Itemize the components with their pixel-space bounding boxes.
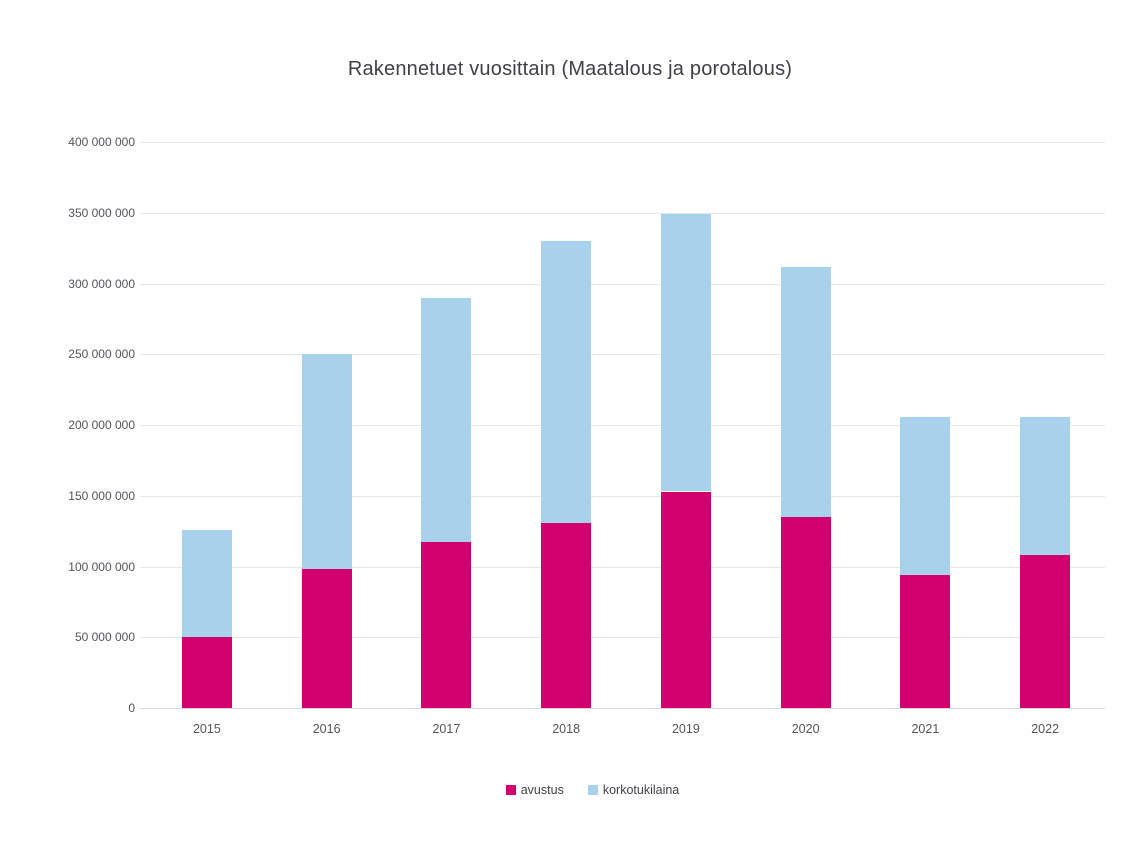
y-axis-tick-label: 100 000 000 <box>68 559 135 574</box>
y-axis-tick-label: 200 000 000 <box>68 418 135 432</box>
bar-segment-avustus-2018 <box>541 522 592 708</box>
gridline <box>140 566 1105 568</box>
bar-segment-avustus-2017 <box>421 542 472 708</box>
chart-title: Rakennetuet vuosittain (Maatalous ja por… <box>347 58 793 80</box>
bar-segment-avustus-2015 <box>181 637 232 708</box>
plot-area <box>140 142 1105 709</box>
y-axis-tick-label: 300 000 000 <box>68 276 135 291</box>
gridline <box>140 495 1105 497</box>
bar-segment-avustus-2019 <box>660 491 711 708</box>
y-axis-tick-label: 250 000 000 <box>68 347 135 362</box>
legend: avustus korkotukilaina <box>45 783 1140 797</box>
x-axis-tick-label: 2019 <box>671 722 700 736</box>
bar-segment-korkotukilaina-2019 <box>660 214 711 492</box>
bar-segment-korkotukilaina-2021 <box>900 416 951 575</box>
x-axis-tick-label: 2016 <box>312 722 341 736</box>
y-axis-tick-label: 150 000 000 <box>68 488 135 503</box>
bar-segment-avustus-2022 <box>1020 555 1071 708</box>
legend-label: korkotukilaina <box>602 783 680 797</box>
bar-segment-korkotukilaina-2017 <box>421 297 472 543</box>
legend-label: avustus <box>520 783 564 797</box>
y-axis-tick-label: 0 <box>128 701 135 715</box>
legend-item-avustus: avustus <box>505 783 564 797</box>
legend-swatch-icon <box>587 785 598 795</box>
bar-segment-korkotukilaina-2015 <box>181 529 232 638</box>
legend-swatch-icon <box>505 785 516 795</box>
x-axis-tick-label: 2022 <box>1031 722 1060 736</box>
x-axis-tick-label: 2018 <box>552 722 581 736</box>
x-axis-tick-label: 2021 <box>911 722 940 736</box>
y-axis-tick-label: 400 000 000 <box>68 135 135 149</box>
bar-segment-korkotukilaina-2022 <box>1020 416 1071 556</box>
x-axis-tick-label: 2020 <box>791 722 820 736</box>
bar-segment-korkotukilaina-2020 <box>780 266 831 517</box>
gridline <box>140 283 1105 285</box>
x-axis-line <box>140 708 1105 709</box>
bar-segment-korkotukilaina-2016 <box>301 354 352 570</box>
x-axis-tick-label: 2015 <box>192 722 221 736</box>
x-axis-tick-label: 2017 <box>432 722 461 736</box>
gridline <box>140 354 1105 356</box>
y-axis-tick-label: 350 000 000 <box>68 205 135 220</box>
legend-item-korkotukilaina: korkotukilaina <box>587 783 680 797</box>
y-axis-tick-label: 50 000 000 <box>74 630 135 645</box>
gridline <box>140 637 1105 639</box>
gridline <box>140 212 1105 214</box>
bar-segment-avustus-2021 <box>900 574 951 708</box>
bar-segment-avustus-2020 <box>780 516 831 708</box>
gridline <box>140 142 1105 143</box>
bar-segment-avustus-2016 <box>301 569 352 708</box>
bar-segment-korkotukilaina-2018 <box>541 241 592 523</box>
gridline <box>140 425 1105 426</box>
